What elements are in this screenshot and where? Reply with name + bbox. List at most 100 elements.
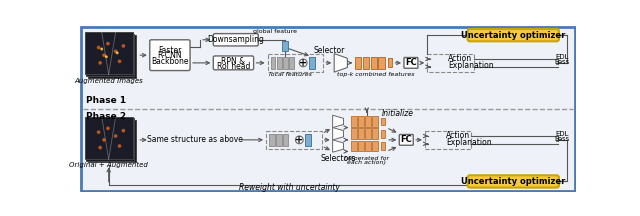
Bar bbox=[372, 116, 378, 127]
Bar bbox=[425, 131, 472, 149]
Circle shape bbox=[97, 46, 100, 49]
Bar bbox=[86, 118, 134, 161]
Circle shape bbox=[97, 131, 100, 133]
Text: +: + bbox=[295, 135, 303, 145]
Bar bbox=[88, 35, 136, 78]
FancyBboxPatch shape bbox=[467, 175, 559, 188]
Text: Explanation: Explanation bbox=[446, 138, 492, 148]
Text: EDL: EDL bbox=[556, 54, 569, 60]
Text: Loss: Loss bbox=[554, 59, 570, 65]
Text: R-CNN: R-CNN bbox=[157, 51, 182, 60]
Bar bbox=[283, 57, 288, 69]
Circle shape bbox=[122, 45, 125, 47]
Bar bbox=[363, 57, 369, 69]
Circle shape bbox=[101, 48, 102, 50]
Circle shape bbox=[300, 59, 307, 67]
FancyBboxPatch shape bbox=[467, 29, 559, 41]
Bar bbox=[365, 141, 371, 151]
Text: Uncertainty optimizer: Uncertainty optimizer bbox=[461, 177, 565, 186]
Bar bbox=[381, 130, 385, 138]
FancyBboxPatch shape bbox=[399, 135, 413, 145]
Circle shape bbox=[122, 129, 125, 132]
Text: Phase 2: Phase 2 bbox=[86, 112, 126, 121]
Text: EDL: EDL bbox=[556, 131, 569, 137]
FancyBboxPatch shape bbox=[213, 56, 253, 70]
Bar bbox=[351, 141, 356, 151]
Bar bbox=[372, 141, 378, 151]
Text: Action: Action bbox=[446, 131, 470, 140]
Polygon shape bbox=[334, 54, 348, 72]
Text: Loss: Loss bbox=[554, 136, 570, 142]
Bar bbox=[371, 57, 377, 69]
FancyBboxPatch shape bbox=[150, 40, 190, 71]
Bar bbox=[283, 134, 289, 146]
Bar bbox=[84, 117, 132, 159]
Circle shape bbox=[103, 54, 105, 56]
Polygon shape bbox=[333, 140, 344, 152]
Bar bbox=[365, 128, 371, 139]
Bar bbox=[428, 54, 474, 72]
Polygon shape bbox=[333, 115, 344, 128]
Bar bbox=[358, 128, 364, 139]
Text: FC: FC bbox=[401, 135, 412, 144]
Text: Phase 1: Phase 1 bbox=[86, 96, 126, 105]
Text: RPN &: RPN & bbox=[221, 57, 246, 66]
Circle shape bbox=[296, 136, 303, 144]
Text: Initialize: Initialize bbox=[382, 109, 414, 118]
Circle shape bbox=[115, 135, 117, 137]
Bar bbox=[86, 34, 134, 76]
Circle shape bbox=[107, 127, 109, 129]
Text: local features: local features bbox=[269, 72, 312, 77]
Circle shape bbox=[103, 139, 105, 141]
Polygon shape bbox=[333, 128, 344, 140]
Bar bbox=[351, 116, 356, 127]
FancyBboxPatch shape bbox=[404, 57, 418, 68]
Text: Selector: Selector bbox=[314, 46, 345, 55]
Bar bbox=[372, 128, 378, 139]
Bar bbox=[271, 57, 275, 69]
Text: Action: Action bbox=[448, 54, 472, 63]
Text: Augmented Images: Augmented Images bbox=[74, 78, 143, 84]
Text: Same structure as above: Same structure as above bbox=[147, 135, 243, 144]
FancyBboxPatch shape bbox=[213, 34, 259, 46]
Bar bbox=[268, 54, 323, 72]
Circle shape bbox=[116, 52, 118, 54]
Bar bbox=[351, 128, 356, 139]
Bar bbox=[282, 41, 289, 51]
Text: Reweight with uncertainty: Reweight with uncertainty bbox=[239, 183, 340, 192]
Circle shape bbox=[99, 62, 101, 64]
Circle shape bbox=[118, 145, 121, 147]
Bar bbox=[388, 58, 392, 67]
Text: global feature: global feature bbox=[253, 29, 298, 34]
Bar bbox=[266, 131, 322, 149]
Text: FC: FC bbox=[405, 58, 417, 67]
Bar bbox=[365, 116, 371, 127]
Bar bbox=[269, 134, 275, 146]
Text: Original + Augmented: Original + Augmented bbox=[69, 162, 148, 168]
Text: RoI head: RoI head bbox=[217, 62, 250, 71]
Bar bbox=[276, 134, 282, 146]
Bar bbox=[358, 141, 364, 151]
Text: Explanation: Explanation bbox=[448, 62, 493, 70]
Text: +: + bbox=[299, 58, 307, 68]
Bar bbox=[277, 57, 282, 69]
Text: top-k combined features: top-k combined features bbox=[337, 72, 415, 77]
Text: Backbone: Backbone bbox=[151, 57, 189, 66]
Circle shape bbox=[107, 43, 109, 45]
Bar bbox=[308, 57, 315, 69]
Text: each action): each action) bbox=[348, 160, 387, 165]
Bar bbox=[355, 57, 362, 69]
Circle shape bbox=[115, 50, 117, 52]
Text: Downsampling: Downsampling bbox=[207, 35, 264, 44]
Text: Faster: Faster bbox=[158, 46, 182, 55]
Circle shape bbox=[99, 146, 101, 149]
Circle shape bbox=[118, 60, 121, 62]
Text: Selectors: Selectors bbox=[321, 154, 356, 163]
Bar bbox=[289, 57, 294, 69]
Bar bbox=[378, 57, 385, 69]
Circle shape bbox=[106, 56, 107, 57]
Bar bbox=[381, 118, 385, 125]
Text: Uncertainty optimizer: Uncertainty optimizer bbox=[461, 31, 565, 40]
Bar bbox=[84, 32, 132, 75]
Bar bbox=[381, 142, 385, 150]
